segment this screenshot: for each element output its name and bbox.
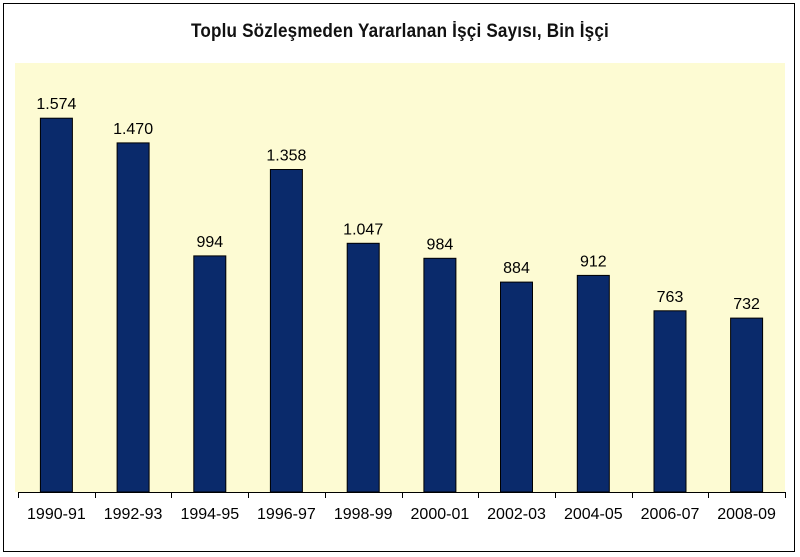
data-label-1994-95: 994 <box>196 234 223 251</box>
bar-2004-05 <box>576 274 610 493</box>
x-tick-label-1990-91: 1990-91 <box>27 506 86 523</box>
x-tick-label-2000-01: 2000-01 <box>411 506 470 523</box>
x-tick-label-2004-05: 2004-05 <box>564 506 623 523</box>
x-tick-label-1994-95: 1994-95 <box>180 506 239 523</box>
bar-1998-99 <box>346 242 380 493</box>
x-tick-label-2002-03: 2002-03 <box>487 506 546 523</box>
bar-2006-07 <box>653 310 687 493</box>
x-tick-label-1992-93: 1992-93 <box>104 506 163 523</box>
data-label-1996-97: 1.358 <box>266 148 306 165</box>
bar-2008-09 <box>730 317 764 493</box>
bar-1990-91 <box>39 117 73 493</box>
bar-1996-97 <box>269 169 303 493</box>
data-label-1998-99: 1.047 <box>343 221 383 238</box>
chart-title: Toplu Sözleşmeden Yararlanan İşçi Sayısı… <box>191 21 609 42</box>
data-label-2008-09: 732 <box>733 296 760 313</box>
bar-1992-93 <box>116 142 150 493</box>
data-label-1992-93: 1.470 <box>113 121 153 138</box>
bar-2000-01 <box>423 257 457 493</box>
data-label-2000-01: 984 <box>427 236 454 253</box>
x-tick-label-2006-07: 2006-07 <box>641 506 700 523</box>
data-label-2002-03: 884 <box>503 260 530 277</box>
data-label-2006-07: 763 <box>657 289 684 306</box>
data-label-1990-91: 1.574 <box>36 96 76 113</box>
bar-2002-03 <box>500 281 533 493</box>
x-tick-label-1996-97: 1996-97 <box>257 506 316 523</box>
x-tick-label-1998-99: 1998-99 <box>334 506 393 523</box>
bar-1994-95 <box>193 255 227 493</box>
data-label-2004-05: 912 <box>580 253 607 270</box>
x-tick-label-2008-09: 2008-09 <box>717 506 776 523</box>
